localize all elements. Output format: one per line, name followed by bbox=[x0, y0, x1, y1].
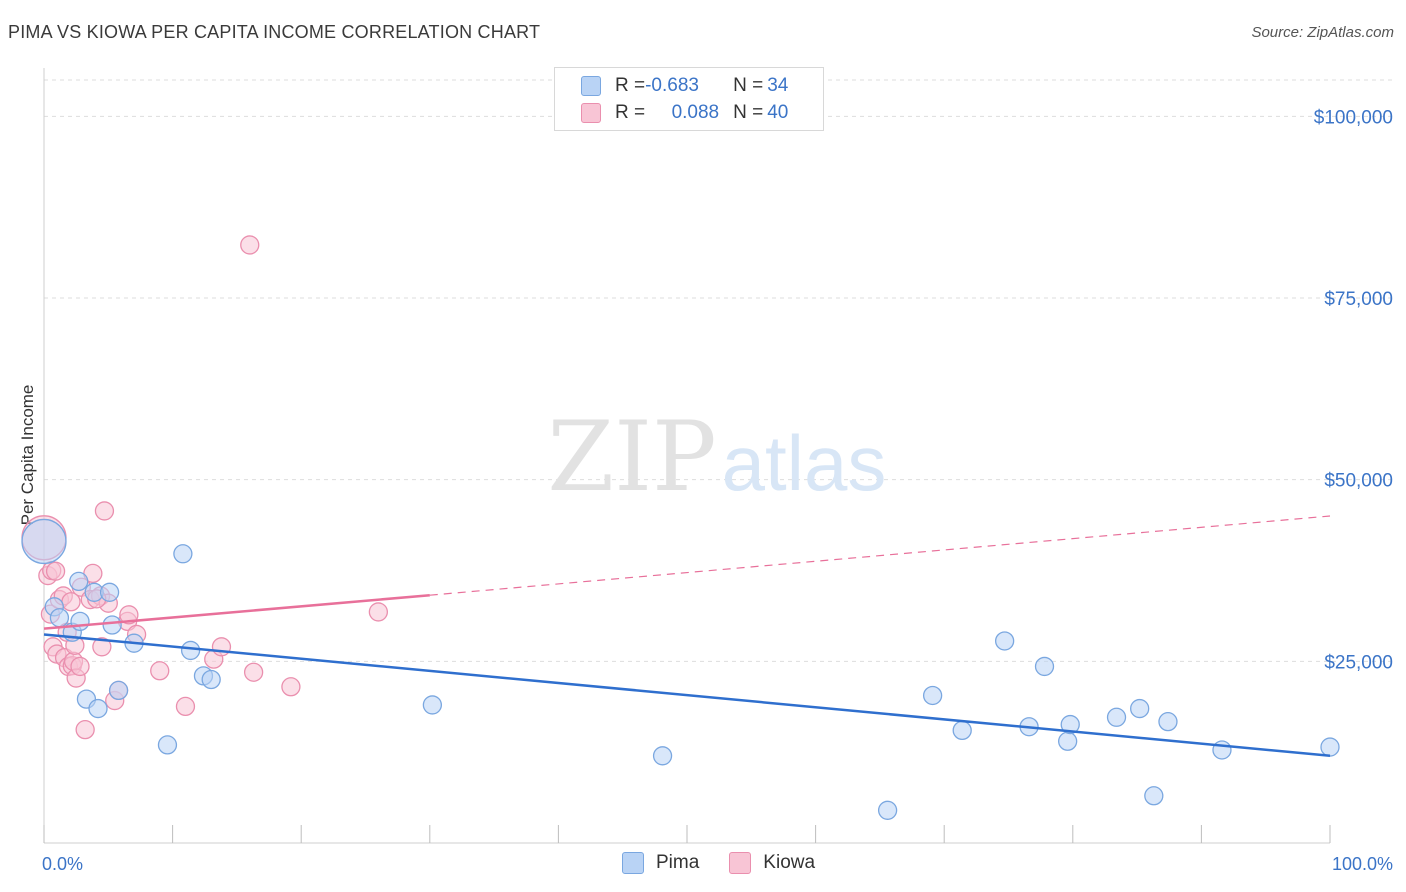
pima-point bbox=[102, 615, 122, 635]
kiowa-point bbox=[281, 677, 301, 697]
chart-legend: Pima Kiowa bbox=[622, 852, 845, 874]
kiowa-r-label: R = bbox=[615, 102, 646, 123]
pima-point bbox=[994, 631, 1015, 651]
chart-title: PIMA VS KIOWA PER CAPITA INCOME CORRELAT… bbox=[8, 22, 541, 42]
kiowa-n-label: N = bbox=[733, 102, 764, 123]
pima-point bbox=[952, 720, 972, 741]
kiowa-point bbox=[70, 656, 90, 677]
pima-point bbox=[1158, 711, 1178, 732]
kiowa-point bbox=[75, 719, 95, 740]
pima-point bbox=[180, 640, 201, 661]
y-tick-label: $100,000 bbox=[1314, 107, 1393, 128]
kiowa-points bbox=[21, 235, 389, 740]
pima-point bbox=[652, 746, 673, 766]
kiowa-trend-line bbox=[43, 593, 430, 630]
pima-points bbox=[21, 518, 1340, 820]
pima-point bbox=[1130, 698, 1150, 719]
pima-r-value: -0.683 bbox=[645, 75, 699, 96]
legend-kiowa-label: Kiowa bbox=[763, 852, 816, 873]
pima-swatch bbox=[581, 76, 601, 96]
pima-point bbox=[70, 611, 90, 632]
kiowa-r-value: 0.088 bbox=[671, 102, 720, 123]
pima-point bbox=[922, 685, 943, 706]
legend-pima-label: Pima bbox=[656, 852, 700, 873]
watermark-atlas: atlas bbox=[722, 419, 887, 507]
y-tick-label: $25,000 bbox=[1324, 652, 1393, 673]
stats-row-pima: R = -0.683 N = 34 bbox=[581, 73, 788, 99]
pima-point bbox=[201, 669, 221, 690]
pima-n-label: N = bbox=[733, 75, 764, 96]
pima-point bbox=[1058, 731, 1078, 751]
kiowa-point bbox=[240, 235, 260, 255]
x-tick-label: 100.0% bbox=[1332, 854, 1393, 874]
legend-item-pima: Pima bbox=[622, 852, 699, 874]
kiowa-n-value: 40 bbox=[767, 102, 789, 123]
kiowa-trend-extension bbox=[429, 515, 1331, 596]
kiowa-point bbox=[175, 696, 196, 717]
y-tick-label: $75,000 bbox=[1324, 289, 1393, 310]
trend-lines bbox=[43, 515, 1331, 758]
pima-point bbox=[1320, 737, 1340, 757]
legend-item-kiowa: Kiowa bbox=[729, 852, 815, 874]
stats-row-kiowa: R = 0.088 N = 40 bbox=[581, 100, 788, 126]
source-label: Source: ZipAtlas.com bbox=[1251, 24, 1394, 41]
pima-point bbox=[108, 680, 129, 701]
legend-kiowa-swatch bbox=[729, 852, 752, 874]
pima-point bbox=[99, 582, 120, 602]
kiowa-point bbox=[243, 662, 264, 682]
pima-point bbox=[1034, 656, 1055, 677]
pima-point bbox=[1212, 740, 1232, 760]
pima-point bbox=[1060, 714, 1080, 735]
pima-point bbox=[422, 695, 443, 715]
pima-r-label: R = bbox=[615, 75, 646, 96]
kiowa-point bbox=[92, 637, 112, 657]
x-tick-label: 0.0% bbox=[42, 854, 83, 874]
legend-pima-swatch bbox=[622, 852, 644, 874]
pima-point bbox=[69, 571, 89, 592]
pima-point bbox=[88, 698, 108, 719]
kiowa-point bbox=[368, 602, 389, 622]
watermark-zip: ZIP bbox=[547, 401, 716, 513]
kiowa-point bbox=[94, 501, 115, 521]
pima-point bbox=[877, 800, 898, 820]
kiowa-point bbox=[119, 605, 139, 625]
pima-point bbox=[49, 608, 70, 628]
pima-trend-line bbox=[43, 633, 1331, 758]
kiowa-point bbox=[211, 637, 232, 657]
stats-box: R = -0.683 N = 34 R = 0.088 N = 40 bbox=[554, 67, 824, 131]
axes bbox=[43, 68, 1331, 844]
kiowa-point bbox=[45, 561, 66, 581]
tick-labels: $25,000 $50,000 $75,000 $100,000 0.0% 100.0% bbox=[42, 107, 1393, 874]
pima-point bbox=[157, 735, 178, 755]
pima-point bbox=[21, 518, 67, 565]
pima-n-value: 34 bbox=[767, 75, 789, 96]
pima-point bbox=[1144, 786, 1164, 806]
kiowa-swatch bbox=[581, 103, 601, 123]
watermark: ZIP atlas bbox=[547, 401, 886, 513]
kiowa-point bbox=[150, 661, 170, 681]
grid-lines bbox=[44, 79, 1395, 662]
y-tick-label: $50,000 bbox=[1324, 471, 1393, 492]
pima-point bbox=[1106, 707, 1127, 727]
pima-point bbox=[173, 544, 193, 564]
